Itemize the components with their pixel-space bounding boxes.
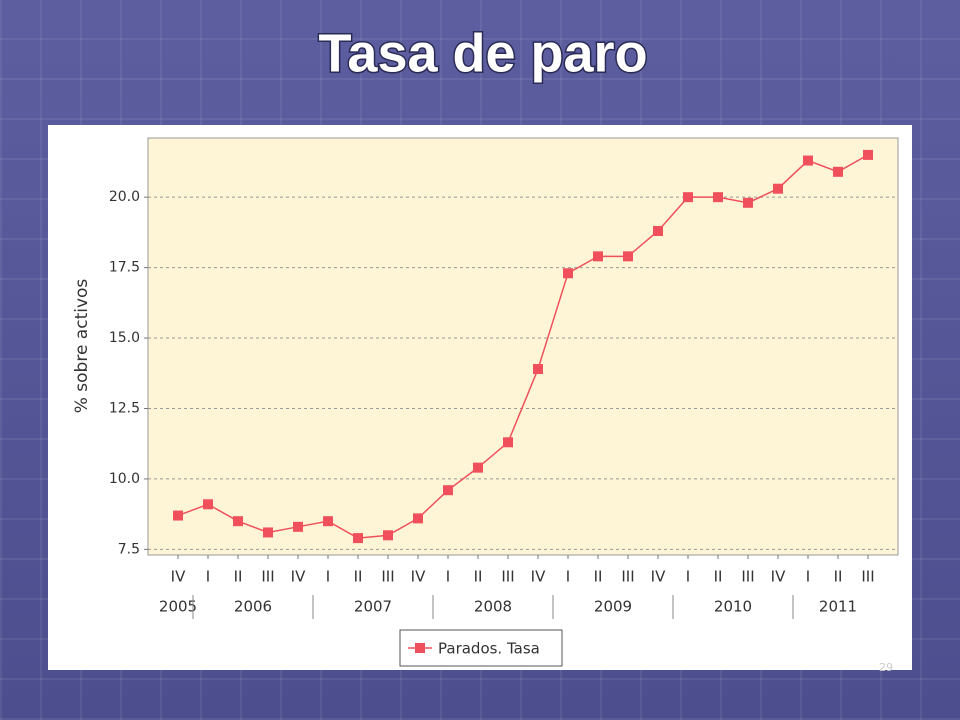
x-tick-label: I bbox=[806, 568, 810, 586]
data-point bbox=[683, 192, 693, 203]
data-point bbox=[233, 516, 243, 527]
page-number: 29 bbox=[879, 661, 893, 674]
x-tick-label: II bbox=[714, 568, 723, 586]
data-point bbox=[743, 197, 753, 208]
x-tick-label: IV bbox=[171, 568, 186, 586]
data-point bbox=[353, 533, 363, 544]
year-label: 2011 bbox=[819, 598, 857, 616]
data-point bbox=[173, 510, 183, 521]
x-tick-label: IV bbox=[411, 568, 426, 586]
year-label: 2009 bbox=[594, 598, 632, 616]
year-label: 2010 bbox=[714, 598, 752, 616]
plot-area bbox=[147, 137, 899, 556]
x-tick-label: III bbox=[861, 568, 874, 586]
legend-marker bbox=[415, 643, 425, 653]
data-point bbox=[413, 513, 423, 524]
data-point bbox=[323, 516, 333, 527]
x-tick-label: IV bbox=[531, 568, 546, 586]
data-point bbox=[773, 183, 783, 194]
data-point bbox=[833, 166, 843, 177]
x-tick-label: II bbox=[594, 568, 603, 586]
year-label: 2008 bbox=[474, 598, 512, 616]
data-point bbox=[203, 499, 213, 510]
y-tick-label: 10.0 bbox=[109, 471, 140, 487]
x-tick-label: IV bbox=[771, 568, 786, 586]
x-tick-label: I bbox=[566, 568, 570, 586]
x-tick-label: III bbox=[261, 568, 274, 586]
data-point bbox=[263, 527, 273, 538]
data-point bbox=[293, 521, 303, 532]
data-point bbox=[713, 192, 723, 203]
data-point bbox=[653, 225, 663, 236]
slide-title: Tasa de paro bbox=[318, 23, 647, 83]
x-tick-label: III bbox=[741, 568, 754, 586]
x-tick-label: I bbox=[446, 568, 450, 586]
x-tick-label: III bbox=[381, 568, 394, 586]
data-point bbox=[803, 155, 813, 166]
x-tick-label: III bbox=[501, 568, 514, 586]
y-tick-label: 15.0 bbox=[109, 330, 140, 346]
data-point bbox=[563, 268, 573, 279]
data-point bbox=[623, 251, 633, 262]
y-tick-label: 17.5 bbox=[109, 260, 140, 276]
x-tick-label: II bbox=[834, 568, 843, 586]
x-tick-label: I bbox=[206, 568, 210, 586]
data-point bbox=[443, 485, 453, 496]
y-tick-label: 7.5 bbox=[118, 541, 140, 557]
x-tick-label: II bbox=[234, 568, 243, 586]
legend-label: Parados. Tasa bbox=[438, 640, 540, 658]
x-tick-label: I bbox=[686, 568, 690, 586]
year-label: 2007 bbox=[354, 598, 392, 616]
y-tick-label: 20.0 bbox=[109, 189, 140, 205]
data-point bbox=[383, 530, 393, 541]
year-label: 2005 bbox=[159, 598, 197, 616]
y-tick-label: 12.5 bbox=[109, 400, 140, 416]
x-tick-label: IV bbox=[291, 568, 306, 586]
year-label: 2006 bbox=[234, 598, 272, 616]
y-axis-label: % sobre activos bbox=[72, 279, 92, 414]
x-tick-label: I bbox=[326, 568, 330, 586]
data-point bbox=[533, 364, 543, 375]
data-point bbox=[593, 251, 603, 262]
x-tick-label: II bbox=[354, 568, 363, 586]
data-point bbox=[863, 149, 873, 160]
x-tick-label: II bbox=[474, 568, 483, 586]
x-tick-label: IV bbox=[651, 568, 666, 586]
data-point bbox=[503, 437, 513, 448]
data-point bbox=[473, 462, 483, 473]
x-tick-label: III bbox=[621, 568, 634, 586]
